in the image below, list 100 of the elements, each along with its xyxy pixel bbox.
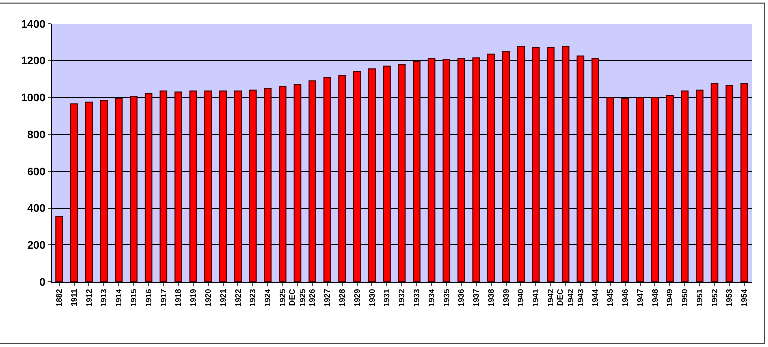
y-tick-label: 200 (27, 240, 46, 252)
bar (696, 90, 704, 282)
bar (710, 83, 719, 282)
bar (413, 61, 421, 282)
x-tick-label: 1882 (55, 288, 64, 307)
x-tick-label: 1932 (398, 288, 407, 307)
bar (606, 97, 614, 282)
x-tick-label: 1923 (248, 288, 258, 307)
y-tick-label: 1200 (21, 56, 46, 68)
bar (56, 216, 64, 282)
x-tick-label: 1943 (576, 288, 586, 307)
bar (651, 97, 660, 282)
x-tick-label: 1950 (680, 288, 690, 307)
y-tick-label: 1000 (21, 92, 46, 105)
x-tick-label: 1928 (338, 288, 348, 307)
x-tick-label: 1951 (695, 288, 704, 307)
x-tick-label: 1933 (412, 288, 422, 307)
y-tick-label: 0 (40, 276, 46, 289)
bar (502, 51, 510, 282)
bar (428, 58, 436, 282)
y-tick-label: 600 (27, 166, 46, 178)
x-tick-label: 1949 (666, 288, 675, 307)
bar (458, 58, 466, 282)
bar (666, 95, 674, 282)
x-tick-label: 1922 (234, 288, 243, 307)
bar (353, 71, 362, 282)
x-tick-label: 1954 (740, 288, 750, 307)
x-tick-label: 1940 (516, 288, 526, 307)
x-tick-label: 1924 (264, 288, 273, 307)
x-tick-label: 1934 (427, 288, 436, 307)
x-tick-label: 1916 (144, 288, 154, 307)
x-tick-label: 1919 (189, 288, 198, 307)
bar (517, 46, 525, 282)
bar (442, 59, 451, 282)
bar (636, 97, 644, 282)
x-tick-label: 1948 (650, 288, 660, 307)
bar (160, 90, 168, 282)
bar (294, 84, 302, 282)
bar (264, 88, 272, 282)
bar (622, 98, 630, 282)
x-tick-label: 1935 (442, 288, 452, 307)
bar (592, 58, 600, 282)
bar (279, 86, 287, 282)
bar (547, 47, 555, 282)
x-tick-label: 1931 (382, 288, 392, 307)
bar (219, 90, 228, 282)
x-tick-label: 1953 (725, 288, 734, 307)
x-tick-label: DEC 1942 (556, 288, 576, 307)
bar (130, 96, 138, 282)
bar (324, 76, 332, 282)
x-tick-label: 1926 (308, 288, 318, 307)
bar (204, 90, 212, 282)
bar (100, 100, 108, 282)
bar (338, 75, 346, 282)
y-tick-label: 800 (27, 129, 46, 142)
x-tick-label: 1936 (457, 288, 466, 307)
x-tick-label: 1930 (368, 288, 377, 307)
bar (740, 83, 748, 282)
bar (383, 66, 391, 282)
bar (308, 80, 316, 282)
bar (368, 68, 376, 282)
x-tick-label: 1913 (100, 288, 109, 307)
bar (488, 54, 496, 282)
x-tick-label: 1945 (606, 288, 616, 307)
x-tick-label: 1920 (204, 288, 213, 307)
x-tick-label: 1911 (70, 288, 79, 307)
bar (576, 56, 585, 282)
y-tick-label: 1400 (21, 18, 46, 31)
bar (190, 90, 198, 282)
bar (115, 98, 123, 282)
y-tick-label: 400 (27, 203, 46, 216)
x-tick-label: 1915 (130, 288, 139, 307)
x-tick-label: 1952 (710, 288, 720, 307)
bar (398, 64, 406, 282)
bar (144, 94, 153, 282)
bar (85, 102, 94, 282)
x-tick-label: 1941 (532, 288, 541, 307)
x-tick-label: 1947 (636, 288, 645, 307)
x-tick-label: 1921 (218, 288, 228, 307)
x-tick-label: 1925 (278, 288, 288, 307)
x-tick-label: 1946 (621, 288, 630, 307)
x-tick-label: 1939 (502, 288, 511, 307)
bar (681, 90, 689, 282)
x-tick-label: 1937 (472, 288, 482, 307)
x-tick-label: 1944 (591, 288, 600, 307)
bar (234, 90, 242, 282)
x-tick-label: DEC 1925 (288, 288, 308, 307)
bar (249, 90, 257, 282)
x-tick-label: 1918 (174, 288, 184, 307)
x-tick-label: 1938 (486, 288, 496, 307)
bar (70, 104, 78, 282)
bar (562, 46, 570, 282)
bar (174, 92, 182, 282)
x-tick-label: 1917 (159, 288, 168, 307)
bar (472, 58, 480, 282)
x-tick-label: 1942 (546, 288, 556, 307)
x-tick-label: 1927 (323, 288, 332, 307)
bar (532, 47, 540, 282)
x-tick-label: 1914 (114, 288, 124, 307)
x-tick-label: 1929 (352, 288, 362, 307)
